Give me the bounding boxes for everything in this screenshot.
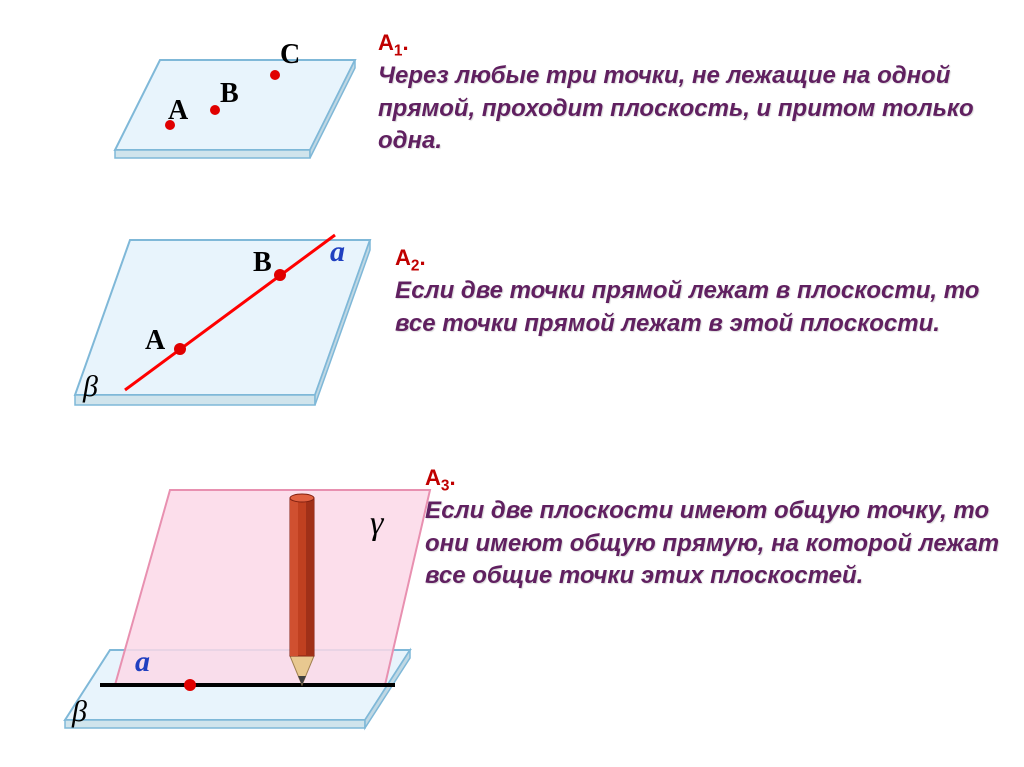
- pencil-icon: [290, 494, 314, 685]
- axiom1-text: Через любые три точки, не лежащие на одн…: [378, 60, 988, 157]
- axiom1-diagram: A B C: [60, 15, 360, 195]
- axiom3-diagram: a β γ: [40, 450, 440, 765]
- axiom1-text-block: А1. Через любые три точки, не лежащие на…: [378, 30, 988, 158]
- axiom3-svg: [40, 450, 440, 760]
- line-a3: a: [135, 645, 150, 679]
- point-C: C: [280, 39, 300, 71]
- axiom2-diagram: A B a β: [35, 215, 395, 430]
- axiom2-label: А2.: [395, 245, 1015, 275]
- point-B2: B: [253, 247, 272, 279]
- point-A: A: [168, 95, 188, 127]
- axiom2-text: Если две точки прямой лежат в плоскости,…: [395, 275, 1015, 340]
- axiom2-text-block: А2. Если две точки прямой лежат в плоско…: [395, 245, 1015, 340]
- point-A2: A: [145, 325, 165, 357]
- line-a: a: [330, 235, 345, 269]
- axiom1-label: А1.: [378, 30, 988, 60]
- plane-gamma: γ: [370, 505, 383, 543]
- plane-beta: β: [83, 370, 98, 404]
- plane-beta3: β: [72, 695, 87, 729]
- axiom3-text-block: А3. Если две плоскости имеют общую точку…: [425, 465, 1005, 593]
- axiom1-svg: [60, 15, 360, 190]
- axiom3-text: Если две плоскости имеют общую точку, то…: [425, 495, 1005, 592]
- axiom3-label: А3.: [425, 465, 1005, 495]
- point-B: B: [220, 78, 239, 110]
